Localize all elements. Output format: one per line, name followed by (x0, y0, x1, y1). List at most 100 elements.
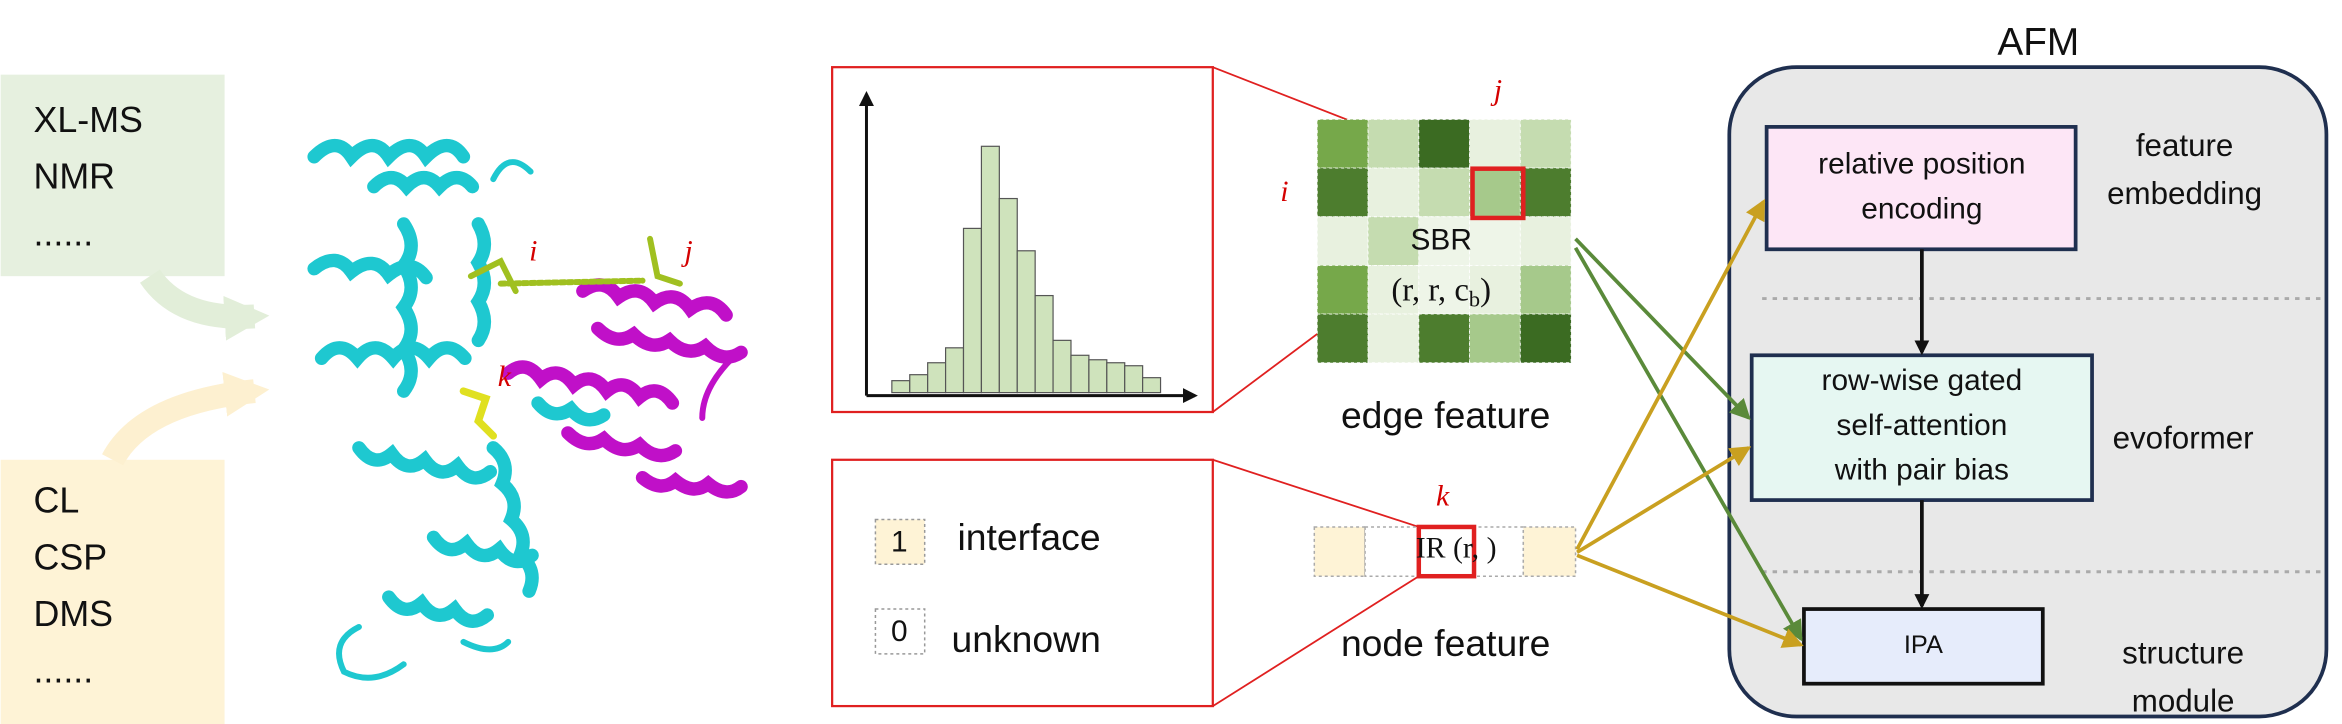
path (635, 470, 748, 499)
interface-box (0, 459, 225, 724)
source-label: ...... (33, 651, 93, 691)
zoom-box (831, 458, 1214, 708)
matrix-cell (1469, 264, 1521, 315)
legend-swatch (874, 518, 926, 566)
path (531, 396, 611, 427)
matrix-cell (1367, 216, 1420, 266)
zoom-line (1212, 458, 1420, 528)
stage-label: evoformer (2113, 421, 2254, 456)
path (699, 355, 736, 421)
path (314, 341, 472, 369)
matrix-row-label: i (1280, 175, 1288, 208)
edge-arrow (1573, 246, 1803, 642)
matrix-cell (1418, 313, 1471, 364)
matrix-cell (1418, 216, 1471, 266)
matrix-cell (1316, 167, 1369, 218)
g (307, 138, 611, 681)
interface-arrow (102, 372, 270, 466)
source-label: DMS (33, 594, 113, 634)
hist-bar (909, 374, 929, 394)
edge-arrow (1574, 237, 1751, 421)
experiment-arrow (140, 269, 270, 341)
legend-code: 0 (891, 615, 908, 648)
path (576, 278, 733, 322)
g: CL CSP DMS...... (33, 481, 113, 691)
path (467, 235, 683, 295)
matrix-cell (1469, 118, 1521, 169)
matrix-cell (1418, 167, 1471, 218)
source-label: CSP (33, 537, 107, 577)
source-label: XL-MS (33, 100, 142, 140)
path (382, 590, 495, 628)
node-cell (1522, 526, 1577, 577)
hist-bar (998, 197, 1018, 394)
matrix-cell (1519, 167, 1572, 218)
matrix-cell (1316, 264, 1369, 315)
matrix-cell (1367, 264, 1420, 315)
module-label: self-attention (1836, 409, 2007, 442)
module-label: row-wise gated (1822, 364, 2023, 397)
hist-bar (1070, 354, 1090, 394)
matrix-cell (1367, 167, 1420, 218)
stage-label: feature (2136, 128, 2234, 163)
hist-bar (1016, 250, 1036, 394)
g: XL-MS NMR...... (33, 100, 142, 253)
matrix-cell (1418, 118, 1471, 169)
g (501, 278, 748, 499)
legend-code: 1 (891, 525, 908, 558)
stage-label: embedding (2107, 176, 2262, 211)
hist-bar (962, 227, 983, 394)
node-arrow (1576, 446, 1752, 554)
matrix-cell (1367, 118, 1420, 169)
path (497, 277, 646, 287)
pair-matrix (1316, 118, 1572, 364)
hist-bar (1088, 359, 1108, 394)
afm-title: AFM (1997, 21, 2079, 64)
histogram (891, 145, 1162, 394)
experiment-box (0, 74, 225, 277)
hist-bar (927, 362, 947, 394)
path (561, 426, 683, 463)
matrix-cell (1316, 216, 1369, 266)
matrix-cell (1418, 264, 1471, 315)
matrix-cell (1469, 313, 1521, 364)
module-box (1749, 353, 2094, 502)
path (307, 138, 471, 168)
ir-label: IR (r, ) (1416, 532, 1497, 565)
matrix-cell (1519, 216, 1572, 266)
matrix-col-label: j (1490, 73, 1502, 106)
residue-label: k (498, 360, 512, 393)
zoom-line (1212, 575, 1420, 707)
matrix-cell (1316, 313, 1369, 364)
protein (307, 138, 748, 681)
matrix-cell (1519, 118, 1572, 169)
legend-label: interface (958, 516, 1101, 558)
g: relative position encoding feature embeddin… (1818, 128, 2262, 718)
legend-swatch (874, 608, 926, 655)
source-label: CL (33, 481, 79, 521)
sbr-args-main: (r, r, c (1391, 272, 1469, 308)
path (426, 530, 539, 569)
sbr-args-sub: b (1469, 287, 1480, 312)
legend-label: unknown (952, 618, 1101, 660)
hist-bar (1142, 377, 1162, 394)
source-label: ...... (33, 213, 93, 253)
hist-bar (1034, 294, 1054, 394)
highlight (1470, 166, 1526, 221)
path (501, 360, 680, 410)
highlight (1416, 524, 1477, 579)
path (352, 441, 498, 485)
node-arrow (1575, 198, 1766, 551)
path (486, 441, 539, 598)
path (490, 159, 534, 183)
module-label: with pair bias (1834, 454, 2009, 487)
matrix-cell (1469, 167, 1521, 218)
module-box (1764, 125, 2078, 252)
hist-bar (944, 347, 965, 394)
hist-bar (1124, 365, 1144, 394)
stage-label: module (2132, 683, 2235, 718)
sbr-args: (r, r, cb) (1391, 272, 1491, 312)
source-label: NMR (33, 157, 115, 197)
